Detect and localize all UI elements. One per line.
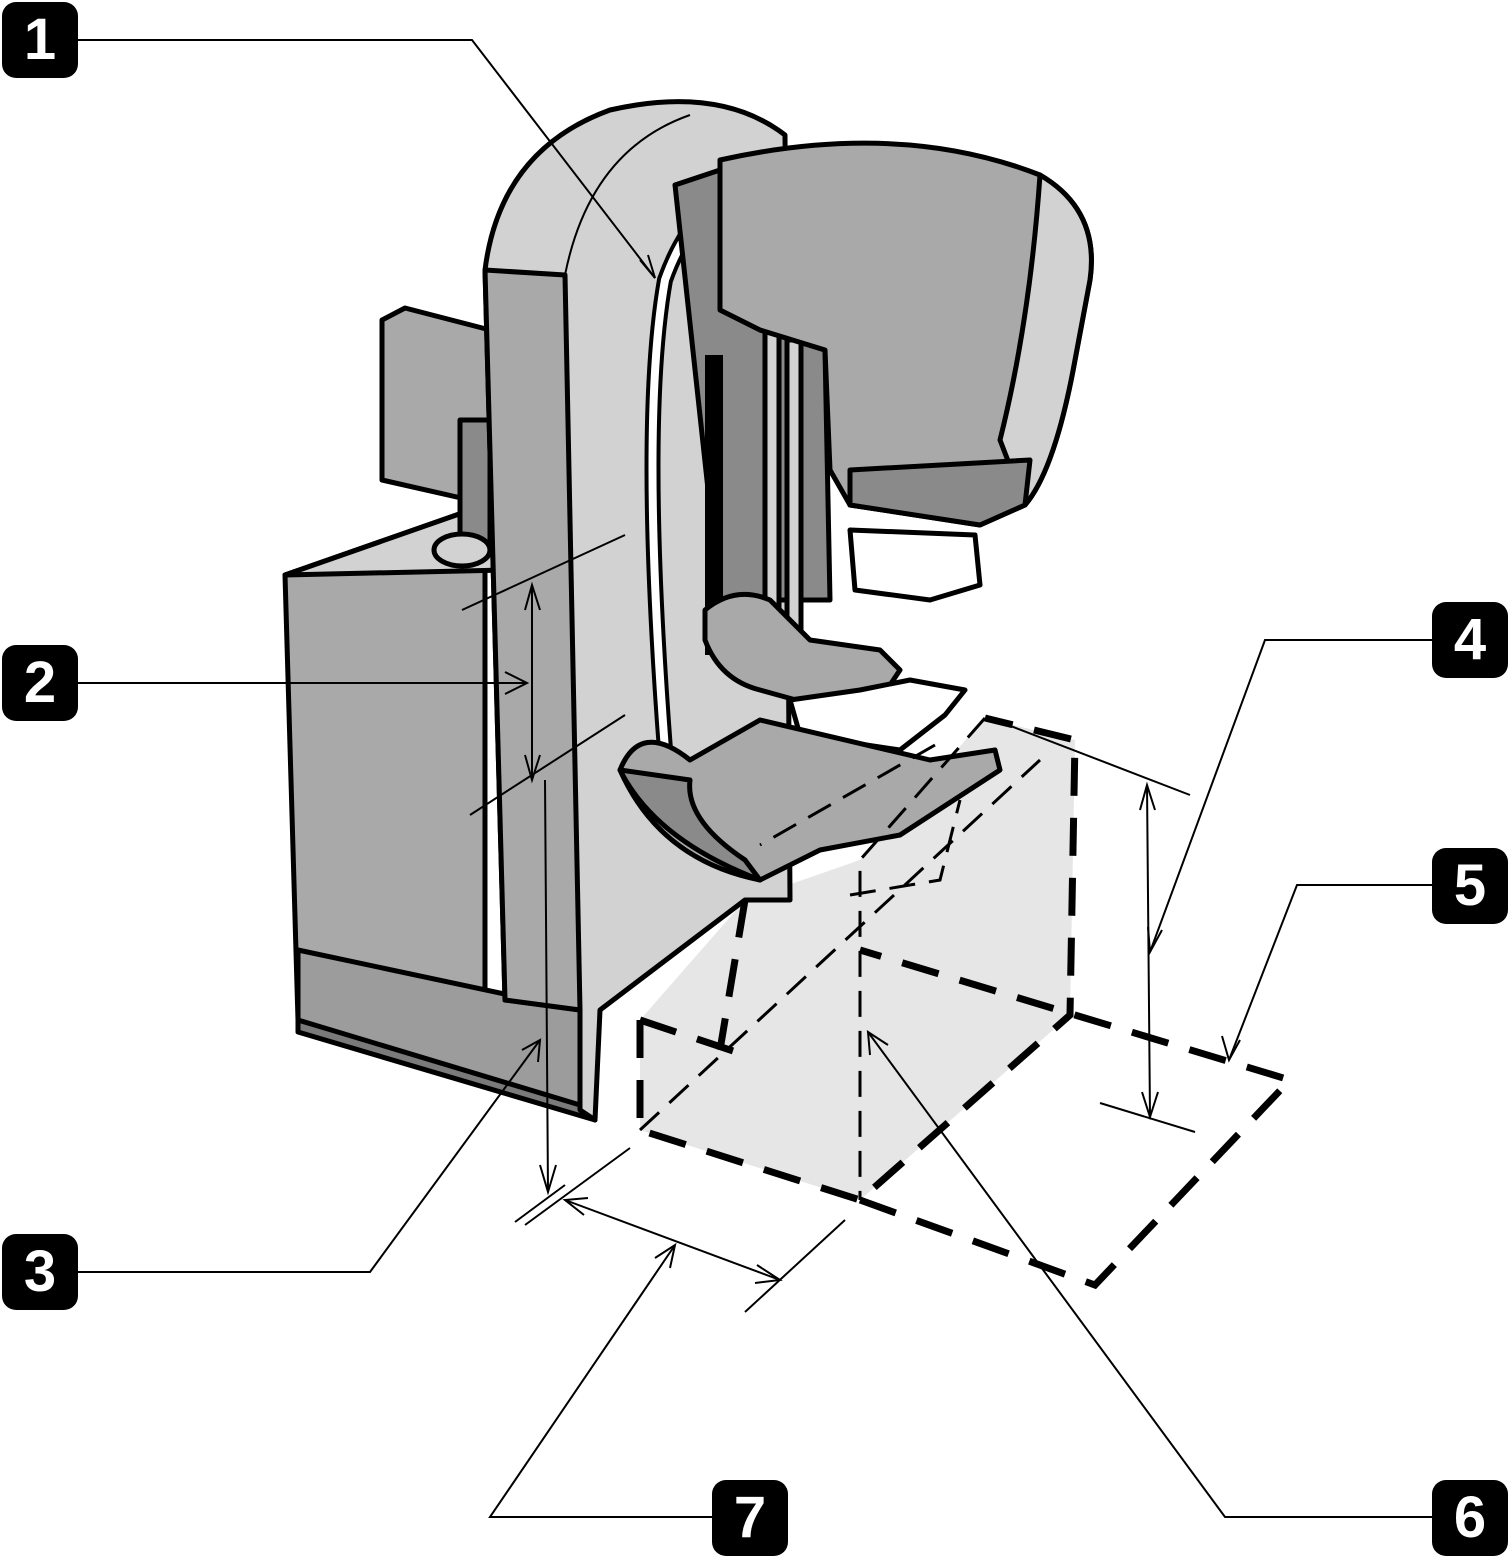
callout-2: 2	[2, 645, 78, 721]
callout-3: 3	[2, 1234, 78, 1310]
callout-1: 1	[2, 2, 78, 78]
breast-support-tray	[617, 717, 1003, 883]
clearance-dashed-lines	[636, 714, 1297, 1290]
leader-lines	[78, 39, 1432, 1518]
x-ray-tube-head	[717, 140, 1094, 603]
callout-4: 4	[1432, 602, 1508, 678]
clearance-zone	[640, 718, 1075, 1200]
callout-7: 7	[712, 1480, 788, 1556]
callout-5: 5	[1432, 848, 1508, 924]
dimension-lines	[461, 534, 1196, 1313]
compression-paddle	[702, 591, 968, 753]
base-cabinet	[282, 502, 598, 1123]
callout-6: 6	[1432, 1480, 1508, 1556]
arrowheads	[504, 254, 1241, 1284]
